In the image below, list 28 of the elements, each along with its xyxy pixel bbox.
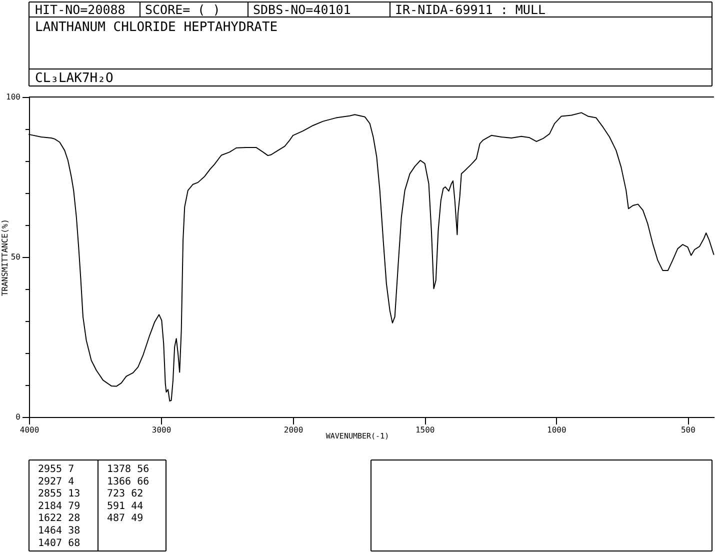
y-axis-title: TRANSMITTANCE(%) [0,218,10,296]
x-tick-label: 1500 [415,426,435,434]
text: SCORE= ( ) [145,2,220,17]
text: 1378 56 [107,464,150,475]
text: HIT-NO=20088 [35,2,126,17]
text: IR-NIDA-69911 : MULL [395,2,546,17]
text: 2927 4 [38,476,74,488]
text: 591 44 [107,500,144,512]
x-tick-label: 500 [680,426,696,434]
text: 723 62 [107,488,144,500]
y-tick-label: 100 [6,92,21,102]
text: SDBS-NO=40101 [253,2,351,17]
text: 1366 66 [107,476,150,488]
text: 2855 13 [38,488,80,500]
text: 1464 38 [38,526,80,536]
text: 1622 28 [38,513,80,524]
x-tick-label: 4000 [20,426,40,434]
y-tick-label: 0 [16,412,21,422]
text: 487 49 [107,513,144,524]
text: 1407 68 [38,538,80,549]
y-tick-label: 50 [10,252,21,262]
text: 2955 7 [38,464,74,475]
x-tick-label: 3000 [152,426,172,434]
text: 2184 79 [38,500,80,512]
chart-subtitle: CL₃LAK7H₂O [35,71,114,86]
x-tick-label: 2000 [284,426,304,434]
x-tick-label: 1000 [546,426,566,434]
chart-title: LANTHANUM CHLORIDE HEPTAHYDRATE [35,20,278,35]
